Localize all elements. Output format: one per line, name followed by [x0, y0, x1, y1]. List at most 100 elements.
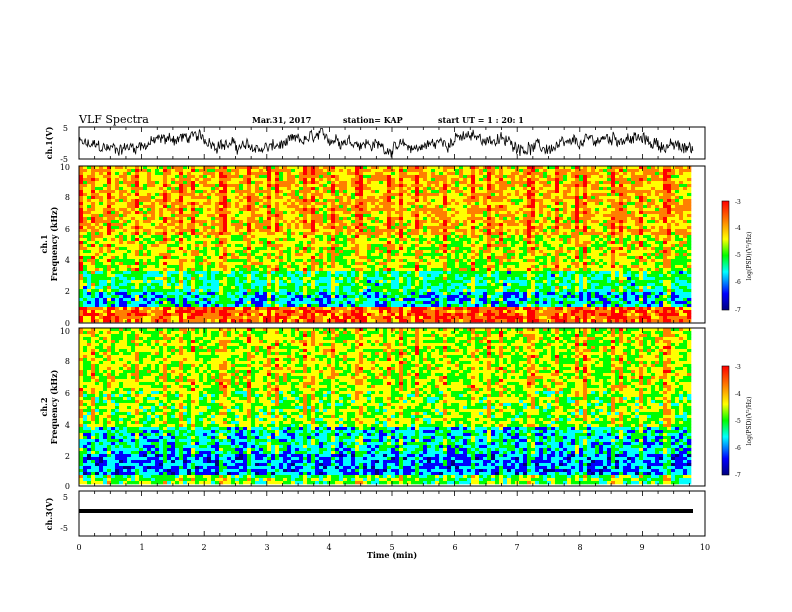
spectrogram-cell	[155, 169, 160, 173]
spectrogram-cell	[131, 169, 136, 173]
spectrogram-cell	[379, 214, 384, 218]
spectrogram-cell	[207, 250, 212, 254]
spectrogram-cell	[199, 217, 204, 221]
spectrogram-cell	[227, 187, 232, 191]
spectrogram-cell	[443, 256, 448, 260]
spectrogram-cell	[83, 235, 88, 239]
spectrogram-cell	[211, 187, 216, 191]
spectrogram-cell	[331, 235, 336, 239]
spectrogram-cell	[303, 256, 308, 260]
spectrogram-cell	[167, 172, 172, 176]
spectrogram-cell	[339, 169, 344, 173]
spectrogram-cell	[499, 202, 504, 206]
spectrogram-cell	[327, 262, 332, 266]
spectrogram-cell	[635, 220, 640, 224]
spectrogram-cell	[307, 214, 312, 218]
spectrogram-cell	[551, 205, 556, 209]
spectrogram-cell	[207, 238, 212, 242]
spectrogram-cell	[303, 253, 308, 257]
spectrogram-cell	[555, 184, 560, 188]
spectrogram-cell	[475, 175, 480, 179]
spectrogram-cell	[139, 208, 144, 212]
spectrogram-cell	[219, 226, 224, 230]
spectrogram-cell	[83, 169, 88, 173]
spectrogram-cell	[171, 262, 176, 266]
spectrogram-cell	[551, 238, 556, 242]
spectrogram-cell	[167, 169, 172, 173]
spectrogram-cell	[671, 241, 676, 245]
spectrogram-cell	[351, 241, 356, 245]
spectrogram-cell	[415, 247, 420, 251]
spectrogram-cell	[527, 193, 532, 197]
spectrogram-cell	[335, 181, 340, 185]
spectrogram-cell	[103, 247, 108, 251]
spectrogram-cell	[527, 190, 532, 194]
spectrogram-cell	[467, 217, 472, 221]
spectrogram-cell	[635, 211, 640, 215]
spectrogram-cell	[115, 208, 120, 212]
spectrogram-cell	[183, 259, 188, 263]
spectrogram-cell	[467, 214, 472, 218]
spectrogram-cell	[79, 178, 84, 182]
spectrogram-cell	[187, 232, 192, 236]
spectrogram-cell	[139, 205, 144, 209]
spectrogram-cell	[499, 220, 504, 224]
spectrogram-cell	[99, 205, 104, 209]
spectrogram-cell	[395, 196, 400, 200]
spectrogram-cell	[559, 241, 564, 245]
spectrogram-cell	[639, 235, 644, 239]
spectrogram-cell	[291, 190, 296, 194]
spectrogram-cell	[651, 193, 656, 197]
spectrogram-cell	[455, 202, 460, 206]
spectrogram-cell	[459, 241, 464, 245]
spectrogram-cell	[207, 208, 212, 212]
spectrogram-cell	[135, 187, 140, 191]
spectrogram-cell	[123, 241, 128, 245]
spectrogram-cell	[235, 193, 240, 197]
spectrogram-cell	[567, 253, 572, 257]
spectrogram-cell	[307, 196, 312, 200]
spectrogram-cell	[135, 220, 140, 224]
spectrogram-cell	[323, 190, 328, 194]
spectrogram-cell	[219, 175, 224, 179]
spectrogram-cell	[543, 205, 548, 209]
spectrogram-cell	[283, 181, 288, 185]
spectrogram-cell	[283, 232, 288, 236]
spectrogram-cell	[651, 202, 656, 206]
spectrogram-cell	[659, 226, 664, 230]
spectrogram-cell	[167, 211, 172, 215]
spectrogram-cell	[227, 169, 232, 173]
spectrogram-cell	[159, 220, 164, 224]
spectrogram-cell	[311, 178, 316, 182]
spectrogram-cell	[519, 196, 524, 200]
spectrogram-cell	[467, 241, 472, 245]
spectrogram-cell	[559, 178, 564, 182]
spectrogram-cell	[539, 169, 544, 173]
spectrogram-cell	[459, 205, 464, 209]
spectrogram-cell	[383, 169, 388, 173]
spectrogram-cell	[483, 232, 488, 236]
spectrogram-cell	[163, 205, 168, 209]
spectrogram-cell	[519, 199, 524, 203]
spectrogram-cell	[155, 253, 160, 257]
spectrogram-cell	[235, 262, 240, 266]
spectrogram-cell	[331, 178, 336, 182]
spectrogram-cell	[403, 199, 408, 203]
spectrogram-cell	[171, 253, 176, 257]
spectrogram-cell	[447, 208, 452, 212]
spectrogram-cell	[571, 211, 576, 215]
spectrogram-cell	[659, 172, 664, 176]
spectrogram-cell	[507, 178, 512, 182]
spectrogram-cell	[147, 196, 152, 200]
spectrogram-cell	[287, 256, 292, 260]
spectrogram-cell	[99, 175, 104, 179]
spectrogram-cell	[427, 166, 432, 170]
spectrogram-cell	[179, 193, 184, 197]
spectrogram-cell	[503, 187, 508, 191]
spectrogram-cell	[455, 181, 460, 185]
spectrogram-cell	[307, 217, 312, 221]
spectrogram-cell	[495, 214, 500, 218]
spectrogram-cell	[559, 202, 564, 206]
spectrogram-cell	[667, 181, 672, 185]
spectrogram-cell	[303, 199, 308, 203]
